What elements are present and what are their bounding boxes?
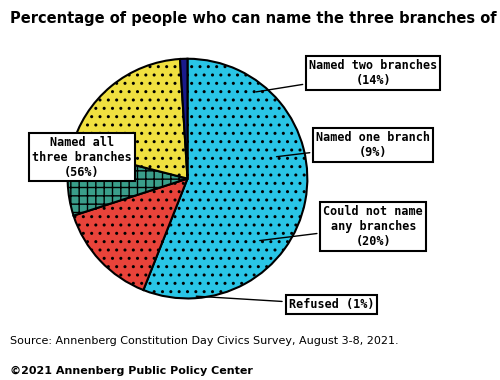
Text: ©2021 Annenberg Public Policy Center: ©2021 Annenberg Public Policy Center [10,366,253,376]
Text: Could not name
any branches
(20%): Could not name any branches (20%) [260,205,423,248]
Text: Named one branch
(9%): Named one branch (9%) [276,131,430,159]
Text: Source: Annenberg Constitution Day Civics Survey, August 3-8, 2021.: Source: Annenberg Constitution Day Civic… [10,336,398,346]
Wedge shape [180,59,188,179]
Wedge shape [72,59,188,179]
Text: Named all
three branches
(56%): Named all three branches (56%) [32,136,132,179]
Wedge shape [144,59,308,298]
Text: Named two branches
(14%): Named two branches (14%) [256,59,438,92]
Wedge shape [74,179,188,290]
Text: Refused (1%): Refused (1%) [196,296,374,311]
Text: Percentage of people who can name the three branches of government: Percentage of people who can name the th… [10,11,500,26]
Wedge shape [68,149,188,215]
